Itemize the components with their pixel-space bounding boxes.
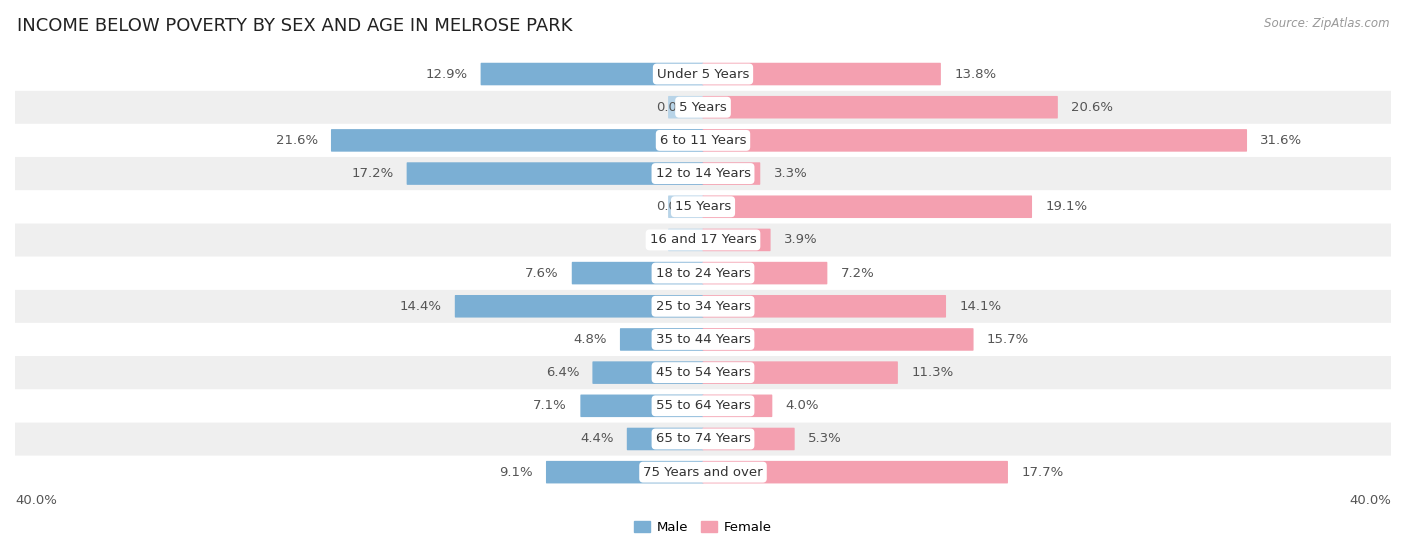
FancyBboxPatch shape [481, 63, 703, 86]
Text: 40.0%: 40.0% [15, 494, 56, 506]
Text: 15 Years: 15 Years [675, 200, 731, 213]
Text: 17.2%: 17.2% [352, 167, 394, 180]
FancyBboxPatch shape [15, 91, 1391, 124]
FancyBboxPatch shape [15, 290, 1391, 323]
Text: 6 to 11 Years: 6 to 11 Years [659, 134, 747, 147]
FancyBboxPatch shape [454, 295, 703, 318]
FancyBboxPatch shape [668, 196, 703, 218]
Text: 5.3%: 5.3% [808, 433, 842, 446]
Text: 7.1%: 7.1% [533, 399, 567, 413]
Text: 31.6%: 31.6% [1260, 134, 1302, 147]
FancyBboxPatch shape [15, 456, 1391, 489]
Text: 75 Years and over: 75 Years and over [643, 466, 763, 479]
Text: 65 to 74 Years: 65 to 74 Years [655, 433, 751, 446]
Text: 20.6%: 20.6% [1071, 101, 1114, 113]
Text: 12.9%: 12.9% [425, 68, 467, 80]
Text: 0.0%: 0.0% [655, 200, 689, 213]
FancyBboxPatch shape [703, 63, 941, 86]
Text: Source: ZipAtlas.com: Source: ZipAtlas.com [1264, 17, 1389, 30]
FancyBboxPatch shape [703, 229, 770, 251]
FancyBboxPatch shape [15, 423, 1391, 456]
FancyBboxPatch shape [581, 395, 703, 417]
Text: 3.9%: 3.9% [783, 234, 817, 247]
FancyBboxPatch shape [703, 461, 1008, 484]
FancyBboxPatch shape [546, 461, 703, 484]
FancyBboxPatch shape [406, 162, 703, 185]
Text: 0.0%: 0.0% [655, 101, 689, 113]
Text: Under 5 Years: Under 5 Years [657, 68, 749, 80]
FancyBboxPatch shape [572, 262, 703, 285]
Text: 14.1%: 14.1% [959, 300, 1001, 313]
FancyBboxPatch shape [703, 96, 1057, 119]
FancyBboxPatch shape [703, 361, 898, 384]
Text: 45 to 54 Years: 45 to 54 Years [655, 366, 751, 379]
FancyBboxPatch shape [15, 224, 1391, 257]
FancyBboxPatch shape [330, 129, 703, 151]
Text: 0.0%: 0.0% [655, 234, 689, 247]
Text: 4.0%: 4.0% [786, 399, 820, 413]
FancyBboxPatch shape [15, 389, 1391, 423]
Text: 35 to 44 Years: 35 to 44 Years [655, 333, 751, 346]
Text: INCOME BELOW POVERTY BY SEX AND AGE IN MELROSE PARK: INCOME BELOW POVERTY BY SEX AND AGE IN M… [17, 17, 572, 35]
Text: 14.4%: 14.4% [399, 300, 441, 313]
FancyBboxPatch shape [703, 395, 772, 417]
FancyBboxPatch shape [15, 124, 1391, 157]
FancyBboxPatch shape [627, 428, 703, 450]
FancyBboxPatch shape [620, 328, 703, 350]
FancyBboxPatch shape [703, 162, 761, 185]
Legend: Male, Female: Male, Female [634, 520, 772, 534]
Text: 15.7%: 15.7% [987, 333, 1029, 346]
Text: 16 and 17 Years: 16 and 17 Years [650, 234, 756, 247]
Text: 4.4%: 4.4% [581, 433, 613, 446]
Text: 40.0%: 40.0% [1350, 494, 1391, 506]
Text: 9.1%: 9.1% [499, 466, 533, 479]
FancyBboxPatch shape [668, 96, 703, 119]
Text: 6.4%: 6.4% [546, 366, 579, 379]
FancyBboxPatch shape [15, 257, 1391, 290]
Text: 11.3%: 11.3% [911, 366, 953, 379]
Text: 3.3%: 3.3% [773, 167, 807, 180]
Text: 12 to 14 Years: 12 to 14 Years [655, 167, 751, 180]
Text: 13.8%: 13.8% [955, 68, 997, 80]
Text: 7.6%: 7.6% [524, 267, 558, 280]
FancyBboxPatch shape [703, 129, 1247, 151]
FancyBboxPatch shape [15, 356, 1391, 389]
Text: 21.6%: 21.6% [276, 134, 318, 147]
FancyBboxPatch shape [703, 196, 1032, 218]
FancyBboxPatch shape [703, 428, 794, 450]
Text: 17.7%: 17.7% [1021, 466, 1063, 479]
FancyBboxPatch shape [703, 328, 973, 350]
Text: 5 Years: 5 Years [679, 101, 727, 113]
Text: 7.2%: 7.2% [841, 267, 875, 280]
Text: 55 to 64 Years: 55 to 64 Years [655, 399, 751, 413]
FancyBboxPatch shape [668, 229, 703, 251]
Text: 19.1%: 19.1% [1045, 200, 1087, 213]
Text: 4.8%: 4.8% [574, 333, 606, 346]
FancyBboxPatch shape [592, 361, 703, 384]
Text: 18 to 24 Years: 18 to 24 Years [655, 267, 751, 280]
FancyBboxPatch shape [15, 323, 1391, 356]
Text: 25 to 34 Years: 25 to 34 Years [655, 300, 751, 313]
FancyBboxPatch shape [15, 58, 1391, 91]
FancyBboxPatch shape [15, 190, 1391, 224]
FancyBboxPatch shape [703, 262, 827, 285]
FancyBboxPatch shape [15, 157, 1391, 190]
FancyBboxPatch shape [703, 295, 946, 318]
